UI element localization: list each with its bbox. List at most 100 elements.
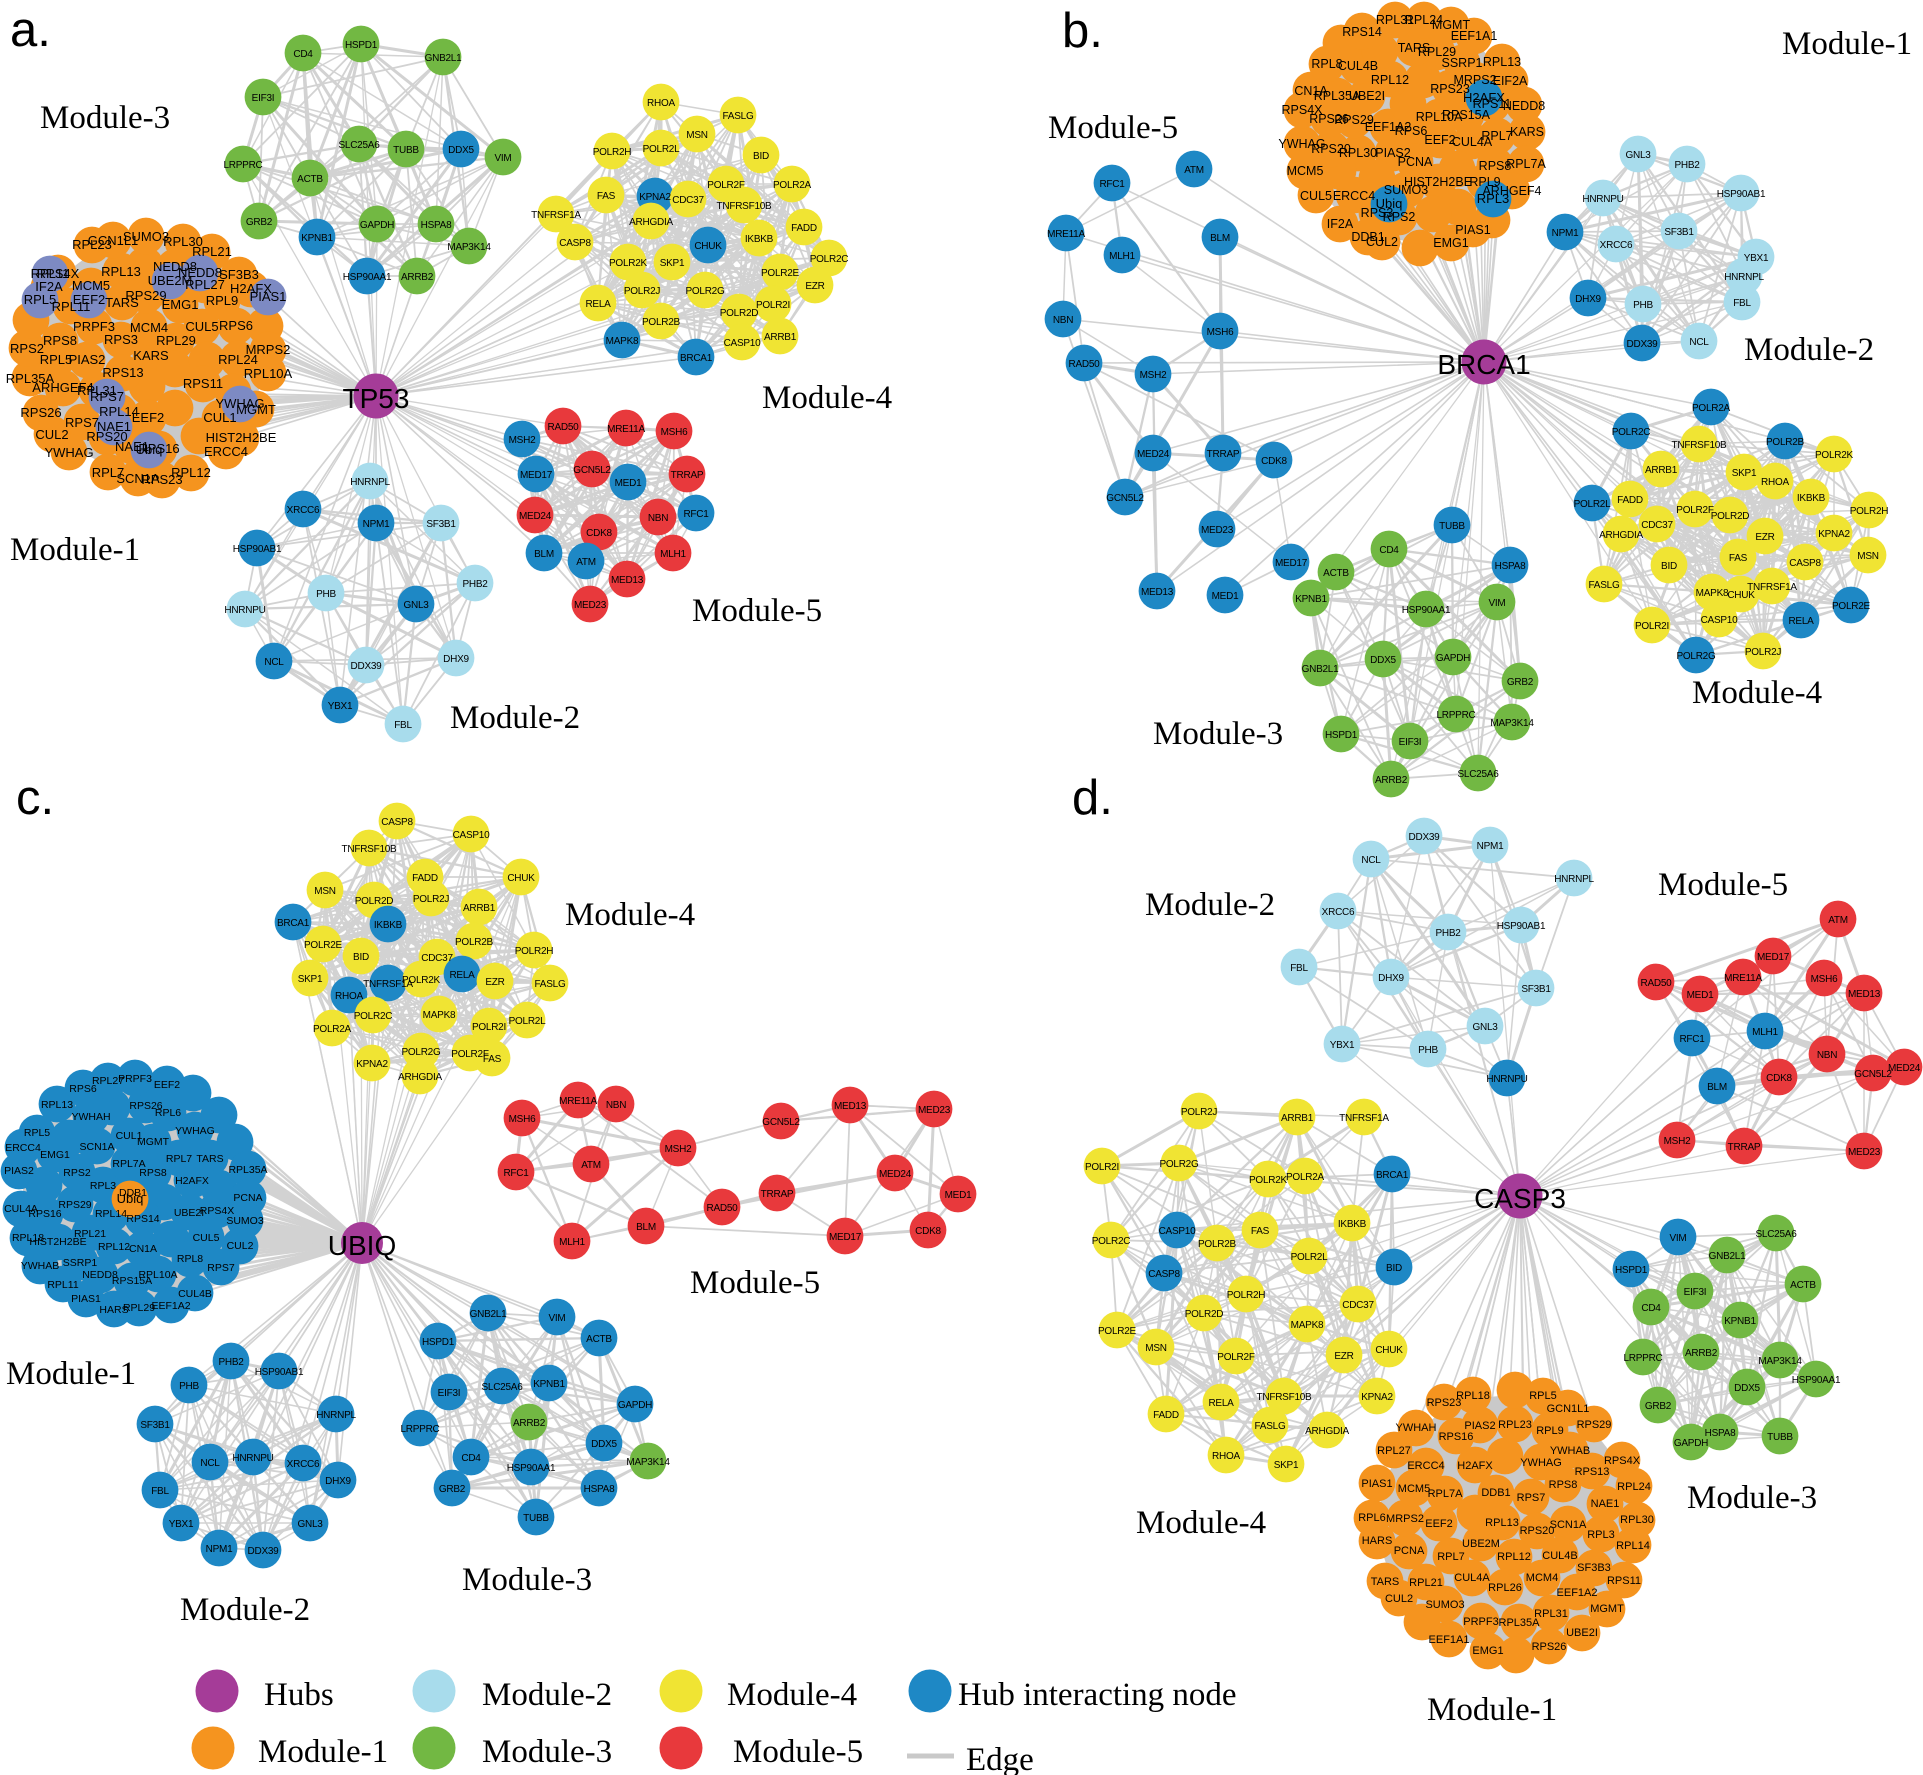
svg-text:Ubiq: Ubiq <box>136 442 163 457</box>
svg-text:XRCC6: XRCC6 <box>1600 240 1633 251</box>
svg-text:ACTB: ACTB <box>297 174 323 185</box>
svg-text:RPS13: RPS13 <box>1575 1466 1610 1478</box>
svg-text:PHB: PHB <box>1633 300 1653 311</box>
svg-text:CASP10: CASP10 <box>453 830 491 841</box>
svg-text:Module-4: Module-4 <box>762 380 892 416</box>
svg-text:RPS29: RPS29 <box>125 288 166 303</box>
svg-text:Ubiq: Ubiq <box>1376 196 1403 211</box>
svg-text:CUL4B: CUL4B <box>1338 59 1378 73</box>
svg-text:EEF2: EEF2 <box>1424 133 1455 147</box>
svg-text:MED24: MED24 <box>1137 449 1170 460</box>
svg-text:RPS23: RPS23 <box>141 472 182 487</box>
svg-text:TARS: TARS <box>196 1153 223 1165</box>
svg-text:NEDD8: NEDD8 <box>1503 99 1545 113</box>
svg-text:NBN: NBN <box>1053 315 1073 326</box>
svg-text:Module-1: Module-1 <box>258 1734 388 1770</box>
svg-text:MED13: MED13 <box>1848 989 1881 1000</box>
svg-text:MSH6: MSH6 <box>509 1114 536 1125</box>
svg-text:HSPD1: HSPD1 <box>345 40 378 51</box>
svg-text:PRPF3: PRPF3 <box>1463 1616 1498 1628</box>
svg-text:RPS7: RPS7 <box>207 1262 235 1274</box>
svg-text:MAPK8: MAPK8 <box>606 336 639 347</box>
svg-text:GAPDH: GAPDH <box>618 1400 652 1411</box>
svg-text:CDC37: CDC37 <box>421 953 453 964</box>
svg-text:POLR2I: POLR2I <box>1635 621 1669 632</box>
svg-text:CD4: CD4 <box>1641 1303 1661 1314</box>
svg-text:PIAS2: PIAS2 <box>69 352 106 367</box>
svg-text:RPL12: RPL12 <box>98 1241 130 1253</box>
svg-text:MSH6: MSH6 <box>1207 327 1234 338</box>
svg-text:RPS14: RPS14 <box>126 1213 159 1225</box>
svg-text:CUL2: CUL2 <box>1366 235 1398 249</box>
svg-text:ARRB2: ARRB2 <box>1685 1348 1718 1359</box>
svg-text:DHX9: DHX9 <box>325 1476 351 1487</box>
svg-text:SKP1: SKP1 <box>660 258 685 269</box>
svg-text:EEF2: EEF2 <box>73 292 106 307</box>
svg-text:BID: BID <box>753 151 769 162</box>
svg-text:MED24: MED24 <box>519 511 552 522</box>
svg-text:DDB1: DDB1 <box>119 1187 147 1199</box>
svg-text:GRB2: GRB2 <box>246 217 273 228</box>
svg-text:GRB2: GRB2 <box>1645 1401 1672 1412</box>
svg-text:d.: d. <box>1072 771 1113 825</box>
svg-text:RPL5: RPL5 <box>24 1127 50 1139</box>
svg-text:KPNA2: KPNA2 <box>356 1059 388 1070</box>
svg-text:GCN5L2: GCN5L2 <box>1854 1069 1892 1080</box>
svg-text:RFC1: RFC1 <box>503 1168 529 1179</box>
svg-text:CASP8: CASP8 <box>559 238 591 249</box>
svg-text:EMG1: EMG1 <box>1472 1645 1503 1657</box>
svg-text:FAS: FAS <box>483 1054 502 1065</box>
svg-text:RPS15A: RPS15A <box>1442 108 1491 122</box>
svg-text:HSPD1: HSPD1 <box>422 1337 455 1348</box>
svg-text:ARHGDIA: ARHGDIA <box>1305 1426 1349 1437</box>
svg-text:RPL9: RPL9 <box>1536 1425 1564 1437</box>
svg-text:EEF1A2: EEF1A2 <box>1557 1587 1598 1599</box>
svg-text:GAPDH: GAPDH <box>1436 653 1470 664</box>
svg-text:SCN1A: SCN1A <box>1550 1519 1587 1531</box>
svg-text:RAD50: RAD50 <box>548 422 580 433</box>
svg-text:RPL24: RPL24 <box>218 352 258 367</box>
svg-text:Ubiq: Ubiq <box>117 1191 144 1206</box>
svg-text:CUL4B: CUL4B <box>1542 1550 1577 1562</box>
svg-text:POLR2K: POLR2K <box>1249 1175 1288 1186</box>
svg-text:MRPS2: MRPS2 <box>1386 1513 1424 1525</box>
svg-text:TNFRSF1A: TNFRSF1A <box>363 979 413 990</box>
svg-text:SSRP1: SSRP1 <box>1442 56 1483 70</box>
svg-text:IKBKB: IKBKB <box>745 234 774 245</box>
svg-text:POLR2G: POLR2G <box>685 286 725 297</box>
svg-text:EZR: EZR <box>1755 532 1774 543</box>
svg-text:DDB1: DDB1 <box>1351 230 1384 244</box>
svg-text:EMG1: EMG1 <box>162 297 199 312</box>
svg-text:ERCC4: ERCC4 <box>204 444 248 459</box>
svg-text:KARS: KARS <box>133 348 169 363</box>
svg-text:RPL13: RPL13 <box>101 264 141 279</box>
svg-text:RPS16: RPS16 <box>138 441 179 456</box>
svg-text:PCNA: PCNA <box>1398 155 1433 169</box>
svg-text:POLR2J: POLR2J <box>624 286 661 297</box>
svg-text:MED23: MED23 <box>918 1105 951 1116</box>
svg-text:BLM: BLM <box>636 1222 656 1233</box>
svg-text:PIAS1: PIAS1 <box>71 1293 101 1305</box>
svg-text:RPL8: RPL8 <box>177 1253 203 1265</box>
svg-text:CHUK: CHUK <box>1375 1345 1403 1356</box>
svg-text:HNRNPU: HNRNPU <box>1582 194 1623 205</box>
svg-text:HARS: HARS <box>1362 1535 1393 1547</box>
svg-text:MED17: MED17 <box>520 470 553 481</box>
svg-text:ARHGDIA: ARHGDIA <box>398 1072 442 1083</box>
svg-text:POLR2L: POLR2L <box>1291 1252 1329 1263</box>
svg-text:XRCC6: XRCC6 <box>1322 907 1355 918</box>
svg-text:RPS16: RPS16 <box>1439 1431 1474 1443</box>
svg-text:GCN5L2: GCN5L2 <box>573 465 611 476</box>
svg-text:BID: BID <box>1661 561 1677 572</box>
svg-text:UBE2M: UBE2M <box>148 273 193 288</box>
svg-text:MSH2: MSH2 <box>509 435 536 446</box>
svg-text:POLR2J: POLR2J <box>413 894 450 905</box>
svg-text:POLR2F: POLR2F <box>1676 505 1714 516</box>
svg-text:POLR2D: POLR2D <box>720 308 759 319</box>
svg-text:NBN: NBN <box>606 1100 626 1111</box>
svg-text:MGMT: MGMT <box>1590 1603 1624 1615</box>
svg-text:RPL21: RPL21 <box>74 1228 106 1240</box>
svg-text:ARHGDIA: ARHGDIA <box>1599 530 1643 541</box>
svg-text:H2AFX: H2AFX <box>230 281 272 296</box>
svg-text:CHUK: CHUK <box>694 241 722 252</box>
